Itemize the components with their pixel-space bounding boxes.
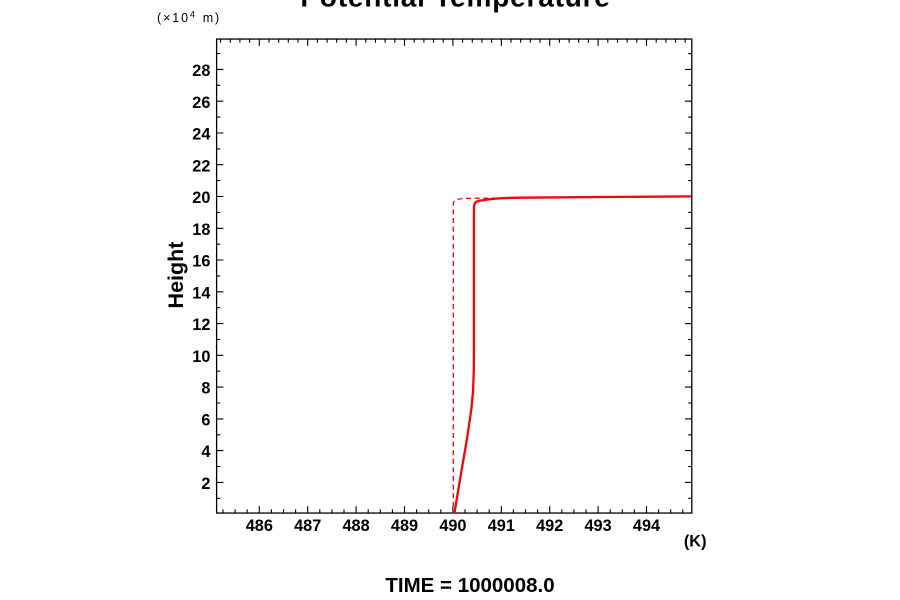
svg-text:494: 494 <box>633 517 660 535</box>
svg-text:489: 489 <box>391 517 418 535</box>
svg-text:488: 488 <box>343 517 370 535</box>
svg-text:492: 492 <box>536 517 563 535</box>
svg-text:12: 12 <box>192 316 210 334</box>
svg-text:(K): (K) <box>684 533 707 551</box>
svg-text:487: 487 <box>294 517 321 535</box>
svg-text:486: 486 <box>246 517 273 535</box>
svg-text:493: 493 <box>585 517 612 535</box>
svg-text:18: 18 <box>192 221 210 239</box>
svg-text:10: 10 <box>192 348 210 366</box>
svg-text:491: 491 <box>488 517 515 535</box>
svg-text:6: 6 <box>201 412 210 430</box>
svg-text:Potential Temperature: Potential Temperature <box>300 0 610 13</box>
svg-text:24: 24 <box>192 126 210 144</box>
svg-text:28: 28 <box>192 62 210 80</box>
svg-text:20: 20 <box>192 189 210 207</box>
svg-text:8: 8 <box>201 380 210 398</box>
svg-text:Height: Height <box>164 242 188 309</box>
svg-text:26: 26 <box>192 94 210 112</box>
svg-text:22: 22 <box>192 157 210 175</box>
svg-text:(×104 m): (×104 m) <box>157 9 221 25</box>
svg-text:2: 2 <box>201 475 210 493</box>
svg-text:TIME = 1000008.0: TIME = 1000008.0 <box>385 574 554 597</box>
svg-text:4: 4 <box>201 443 210 461</box>
svg-text:14: 14 <box>192 284 210 302</box>
svg-text:16: 16 <box>192 253 210 271</box>
svg-text:490: 490 <box>439 517 466 535</box>
